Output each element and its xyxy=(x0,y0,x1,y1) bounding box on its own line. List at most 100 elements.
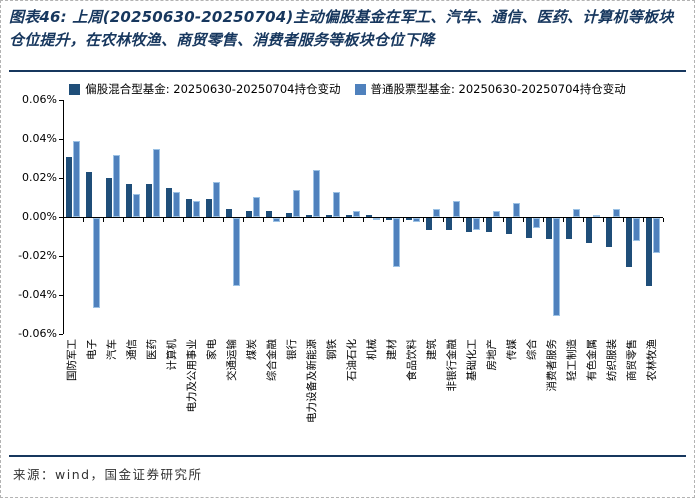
x-axis-category-label: 石油石化 xyxy=(346,339,358,381)
x-axis-category-label: 基础化工 xyxy=(466,339,478,381)
bar-基础化工-s1 xyxy=(473,218,480,230)
category-boundary-tick xyxy=(643,218,644,222)
bar-电子-s0 xyxy=(86,172,92,217)
category-boundary-tick xyxy=(343,218,344,222)
bar-综合-s1 xyxy=(533,218,540,228)
category-boundary-tick xyxy=(663,218,664,222)
bar-农林牧渔-s0 xyxy=(646,218,652,286)
x-axis-category-label: 医药 xyxy=(146,339,158,360)
bar-石油石化-s0 xyxy=(346,215,352,217)
category-boundary-tick xyxy=(523,218,524,222)
bar-家电-s1 xyxy=(213,182,220,217)
legend-label: 普通股票型基金: 20250630-20250704持仓变动 xyxy=(370,82,626,96)
bar-基础化工-s0 xyxy=(466,218,472,232)
x-axis-category-label: 房地产 xyxy=(486,339,498,371)
bar-有色金属-s1 xyxy=(593,215,600,217)
bar-轻工制造-s0 xyxy=(566,218,572,239)
x-axis-category-label: 食品饮料 xyxy=(406,339,418,381)
legend-label: 偏股混合型基金: 20250630-20250704持仓变动 xyxy=(85,82,341,96)
bar-汽车-s0 xyxy=(106,178,112,217)
x-axis-category-label: 建材 xyxy=(386,339,398,360)
category-boundary-tick xyxy=(463,218,464,222)
y-axis-tick-label: 0.04% xyxy=(22,132,57,145)
bar-交通运输-s1 xyxy=(233,218,240,286)
bar-电力及公用事业-s0 xyxy=(186,199,192,217)
bar-综合金融-s1 xyxy=(273,218,280,222)
legend-color-swatch-icon xyxy=(354,83,366,95)
x-axis-category-label: 传媒 xyxy=(506,339,518,360)
legend-item-0: 偏股混合型基金: 20250630-20250704持仓变动 xyxy=(69,81,341,97)
category-boundary-tick xyxy=(543,218,544,222)
category-boundary-tick xyxy=(423,218,424,222)
bar-银行-s1 xyxy=(293,190,300,217)
bar-通信-s0 xyxy=(126,184,132,217)
x-axis-category-label: 钢铁 xyxy=(326,339,338,360)
category-boundary-tick xyxy=(303,218,304,222)
x-axis-category-label: 电力设备及新能源 xyxy=(306,339,318,423)
x-axis-category-label: 通信 xyxy=(126,339,138,360)
y-axis-tick xyxy=(59,217,63,218)
bar-农林牧渔-s1 xyxy=(653,218,660,253)
category-boundary-tick xyxy=(563,218,564,222)
category-boundary-tick xyxy=(243,218,244,222)
category-boundary-tick xyxy=(83,218,84,222)
bar-国防军工-s0 xyxy=(66,157,72,217)
category-boundary-tick xyxy=(443,218,444,222)
bar-机械-s1 xyxy=(373,218,380,220)
bar-电力设备及新能源-s1 xyxy=(313,170,320,217)
category-boundary-tick xyxy=(603,218,604,222)
x-axis-category-label: 国防军工 xyxy=(66,339,78,381)
bar-消费者服务-s1 xyxy=(553,218,560,316)
bar-非银行金融-s0 xyxy=(446,218,452,230)
bar-综合-s0 xyxy=(526,218,532,238)
category-boundary-tick xyxy=(183,218,184,222)
bar-建筑-s1 xyxy=(433,209,440,217)
bar-石油石化-s1 xyxy=(353,211,360,217)
bar-建筑-s0 xyxy=(426,218,432,230)
source-divider-line xyxy=(9,455,686,457)
bar-商贸零售-s1 xyxy=(633,218,640,241)
category-boundary-tick xyxy=(323,218,324,222)
category-boundary-tick xyxy=(203,218,204,222)
y-axis-tick-label: -0.04% xyxy=(18,288,57,301)
y-axis-tick-label: -0.06% xyxy=(18,327,57,340)
bar-轻工制造-s1 xyxy=(573,209,580,217)
x-axis-category-label: 农林牧渔 xyxy=(646,339,658,381)
category-boundary-tick xyxy=(503,218,504,222)
x-axis-category-label: 非银行金融 xyxy=(446,339,458,392)
x-axis-category-label: 轻工制造 xyxy=(566,339,578,381)
bar-通信-s1 xyxy=(133,194,140,217)
bar-综合金融-s0 xyxy=(266,211,272,217)
bar-煤炭-s1 xyxy=(253,197,260,217)
legend-color-swatch-icon xyxy=(69,83,81,95)
bar-商贸零售-s0 xyxy=(626,218,632,267)
y-axis-tick xyxy=(59,295,63,296)
bar-钢铁-s1 xyxy=(333,192,340,217)
bar-有色金属-s0 xyxy=(586,218,592,243)
bar-国防军工-s1 xyxy=(73,141,80,217)
category-boundary-tick xyxy=(383,218,384,222)
x-axis-category-label: 消费者服务 xyxy=(546,339,558,392)
category-boundary-tick xyxy=(103,218,104,222)
category-boundary-tick xyxy=(223,218,224,222)
bar-交通运输-s0 xyxy=(226,209,232,217)
x-axis-category-label: 建筑 xyxy=(426,339,438,360)
bar-计算机-s0 xyxy=(166,188,172,217)
category-boundary-tick xyxy=(263,218,264,222)
bar-电力及公用事业-s1 xyxy=(193,201,200,217)
bar-医药-s0 xyxy=(146,184,152,217)
y-axis-tick-label: 0.00% xyxy=(22,210,57,223)
bar-建材-s0 xyxy=(386,218,392,220)
bar-计算机-s1 xyxy=(173,192,180,217)
y-axis-tick xyxy=(59,100,63,101)
bar-机械-s0 xyxy=(366,215,372,217)
x-axis-category-label: 有色金属 xyxy=(586,339,598,381)
x-axis-category-label: 纺织服装 xyxy=(606,339,618,381)
category-boundary-tick xyxy=(123,218,124,222)
bar-食品饮料-s1 xyxy=(413,218,420,222)
chart-legend: 偏股混合型基金: 20250630-20250704持仓变动 普通股票型基金: 2… xyxy=(1,81,694,97)
x-axis-category-label: 计算机 xyxy=(166,339,178,371)
bar-电子-s1 xyxy=(93,218,100,308)
